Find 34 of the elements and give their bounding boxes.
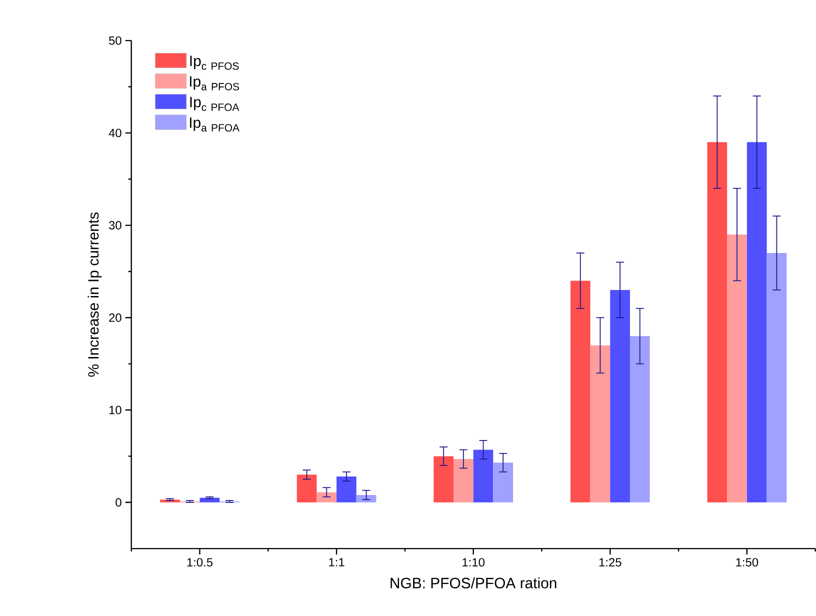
bar <box>707 142 728 502</box>
x-tick-label: 1:50 <box>736 558 758 567</box>
bar <box>336 476 356 502</box>
y-tick-label: 0 <box>116 498 122 507</box>
bar <box>766 253 787 502</box>
legend-label: $\mathrm{Ip}_{\mathrm{a\ PFOA}}$ <box>190 117 240 132</box>
x-tick-label: 1:0.5 <box>187 558 213 567</box>
bar <box>610 290 630 502</box>
bar <box>296 474 317 502</box>
y-tick-label: 30 <box>108 221 122 230</box>
bar <box>473 450 494 502</box>
bar <box>316 492 337 502</box>
bar <box>454 458 474 502</box>
bar <box>590 345 610 502</box>
bar <box>727 234 747 502</box>
x-tick-label: 1:1 <box>329 558 344 566</box>
x-axis-title: NGB: PFOS/PFOA ration <box>390 577 556 588</box>
y-axis-title: % Increase in Ip currents <box>88 212 102 377</box>
legend-label: $\mathrm{Ip}_{\mathrm{c\ PFOS}}$ <box>190 56 239 70</box>
x-tick-label: 1:25 <box>599 558 622 567</box>
y-tick-label: 50 <box>109 36 122 45</box>
bar <box>493 462 514 502</box>
y-tick-label: 40 <box>108 128 122 138</box>
bar <box>746 142 767 502</box>
bar <box>570 280 590 502</box>
bar <box>200 498 220 502</box>
bar <box>630 336 650 502</box>
y-tick-label: 20 <box>109 313 122 322</box>
bar <box>356 494 376 502</box>
y-tick-label: 10 <box>109 406 122 414</box>
legend-label: $\mathrm{Ip}_{\mathrm{a\ PFOS}}$ <box>190 76 240 90</box>
legend-label: $\mathrm{Ip}_{\mathrm{c\ PFOA}}$ <box>190 96 240 111</box>
x-tick-label: 1:10 <box>462 558 485 567</box>
bar <box>434 456 454 502</box>
